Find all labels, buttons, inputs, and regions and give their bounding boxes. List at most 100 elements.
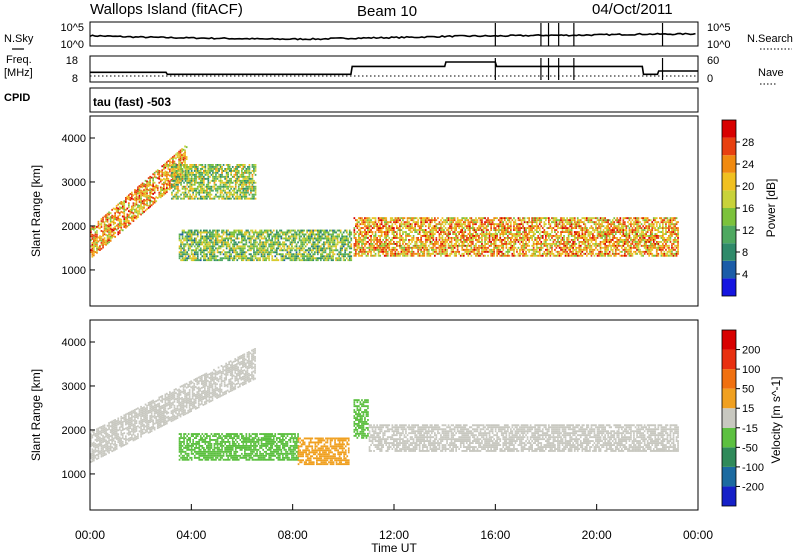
- cell-power-layer: [502, 227, 505, 229]
- cell-power-layer: [237, 231, 240, 234]
- cell-power-layer: [470, 250, 473, 253]
- cell-power-layer: [93, 244, 95, 247]
- cell-power-layer: [456, 221, 459, 224]
- cell-power-layer: [100, 218, 103, 220]
- cell-power-layer: [470, 244, 473, 247]
- cell-power-layer: [519, 235, 521, 237]
- cell-power-layer: [427, 219, 430, 222]
- cell-power-layer: [250, 247, 252, 250]
- cell-power-layer: [247, 189, 249, 192]
- freq-tick-left-bottom: 8: [72, 73, 78, 85]
- cell-power-layer: [231, 249, 234, 252]
- cell-power-layer: [500, 221, 503, 224]
- cell-power-layer: [172, 166, 175, 168]
- cell-power-layer: [198, 189, 201, 192]
- cell-power-layer: [581, 229, 584, 231]
- cell-power-layer: [140, 199, 142, 202]
- cell-power-layer: [216, 166, 219, 168]
- cell-power-layer: [364, 239, 366, 241]
- cell-power-layer: [201, 241, 204, 244]
- cell-power-layer: [522, 241, 524, 243]
- cell-power-layer: [215, 259, 217, 262]
- cell-power-layer: [176, 171, 179, 174]
- cell-power-layer: [291, 239, 293, 242]
- cell-power-layer: [510, 246, 512, 249]
- cell-power-layer: [251, 243, 254, 246]
- cell-power-layer: [186, 253, 188, 256]
- cell-power-layer: [517, 223, 520, 226]
- cell-power-layer: [576, 221, 579, 224]
- cell-power-layer: [128, 202, 130, 205]
- cell-power-layer: [253, 189, 255, 192]
- cell-power-layer: [485, 248, 488, 251]
- cell-power-layer: [584, 243, 587, 245]
- cell-power-layer: [538, 227, 541, 229]
- cell-power-layer: [461, 233, 464, 235]
- cell-power-layer: [254, 173, 257, 176]
- cell-power-layer: [377, 221, 380, 224]
- cell-power-layer: [318, 233, 321, 236]
- cell-power-layer: [234, 243, 237, 246]
- cell-power-layer: [96, 230, 98, 232]
- cell-power-layer: [132, 218, 135, 220]
- cell-power-layer: [234, 249, 237, 252]
- cell-power-layer: [421, 217, 424, 220]
- cell-power-layer: [201, 171, 204, 174]
- cell-power-layer: [543, 243, 546, 245]
- cell-power-layer: [405, 237, 407, 239]
- cell-power-layer: [286, 237, 289, 240]
- cell-power-layer: [295, 259, 298, 262]
- cell-power-layer: [399, 225, 401, 228]
- cell-power-layer: [508, 241, 511, 243]
- cell-power-layer: [178, 247, 181, 250]
- cell-power-layer: [535, 254, 538, 257]
- cell-power-layer: [496, 233, 498, 235]
- cell-power-layer: [231, 259, 234, 262]
- cell-power-layer: [199, 170, 202, 172]
- cell-power-layer: [213, 195, 216, 198]
- cell-power-layer: [228, 177, 231, 180]
- cell-power-layer: [153, 201, 156, 204]
- cell-power-layer: [418, 241, 421, 243]
- cell-power-layer: [215, 237, 217, 240]
- cell-power-layer: [222, 245, 225, 248]
- cell-power-layer: [531, 219, 533, 222]
- cell-power-layer: [513, 229, 515, 231]
- cell-power-layer: [268, 255, 270, 258]
- cell-power-layer: [583, 223, 585, 226]
- cell-power-layer: [137, 214, 139, 217]
- cell-power-layer: [141, 186, 144, 189]
- cell-power-layer: [236, 193, 239, 196]
- cell-power-layer: [350, 251, 353, 254]
- cell-power-layer: [526, 223, 529, 226]
- cell-power-layer: [566, 252, 568, 255]
- cell-power-layer: [280, 257, 283, 260]
- cell-power-layer: [141, 194, 144, 197]
- cell-power-layer: [584, 246, 587, 249]
- cell-power-layer: [491, 243, 494, 245]
- cell-power-layer: [522, 237, 524, 239]
- cell-power-layer: [373, 244, 375, 247]
- cell-power-layer: [426, 217, 429, 220]
- cell-power-layer: [412, 219, 415, 222]
- cell-power-layer: [338, 259, 340, 262]
- cell-power-layer: [342, 245, 345, 248]
- cell-power-layer: [177, 189, 179, 192]
- cell-power-layer: [190, 197, 193, 200]
- cell-power-layer: [218, 247, 220, 250]
- cell-power-layer: [519, 229, 521, 231]
- cell-power-layer: [241, 171, 243, 174]
- cell-power-layer: [163, 166, 165, 168]
- cell-power-layer: [581, 250, 584, 253]
- cell-power-layer: [464, 217, 467, 220]
- cell-power-layer: [402, 243, 404, 245]
- cell-power-layer: [338, 233, 340, 236]
- cell-power-layer: [253, 166, 255, 168]
- cell-power-layer: [138, 208, 141, 211]
- cell-power-layer: [263, 231, 266, 234]
- cell-power-layer: [503, 243, 506, 245]
- cell-power-layer: [461, 231, 464, 233]
- cell-power-layer: [364, 248, 366, 251]
- cell-power-layer: [552, 217, 555, 220]
- cell-power-layer: [358, 233, 360, 235]
